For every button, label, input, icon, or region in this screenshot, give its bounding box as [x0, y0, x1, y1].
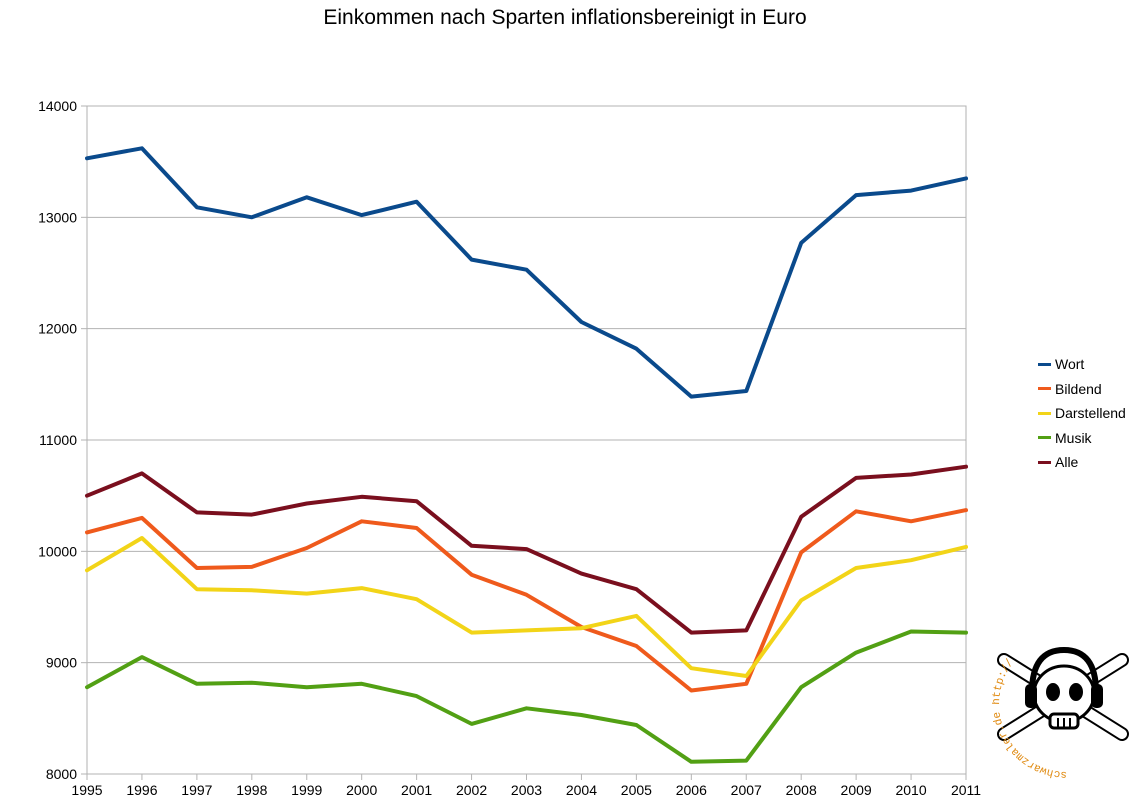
legend-label: Wort: [1055, 356, 1085, 373]
legend-swatch: [1038, 362, 1051, 366]
legend-swatch: [1038, 387, 1051, 391]
legend-swatch: [1038, 436, 1051, 440]
x-tick-label: 1995: [71, 782, 102, 798]
x-tick-label: 1999: [291, 782, 322, 798]
chart-title: Einkommen nach Sparten inflationsbereini…: [323, 6, 807, 29]
y-tick-label: 9000: [46, 655, 77, 671]
series-line-musik: [85, 629, 968, 764]
legend-label: Bildend: [1055, 380, 1102, 397]
x-tick-label: 2000: [346, 782, 377, 798]
x-tick-label: 2010: [895, 782, 926, 798]
legend-item-bildend: Bildend: [1038, 377, 1126, 402]
x-tick-label: 2001: [401, 782, 432, 798]
x-tick-label: 1997: [181, 782, 212, 798]
legend-item-wort: Wort: [1038, 352, 1126, 377]
x-tick-label: 2008: [786, 782, 817, 798]
x-tick-label: 2003: [511, 782, 542, 798]
x-tick-label: 2009: [841, 782, 872, 798]
x-tick-label: 2011: [951, 782, 981, 798]
legend-label: Alle: [1055, 454, 1079, 471]
series-line-alle: [85, 464, 968, 635]
x-tick-label: 2004: [566, 782, 597, 798]
y-tick-label: 8000: [46, 766, 77, 782]
series-line-bildend: [85, 508, 968, 693]
x-tick-label: 1996: [126, 782, 157, 798]
legend-swatch: [1038, 411, 1051, 415]
x-tick-label: 2006: [676, 782, 707, 798]
series-line-wort: [85, 146, 968, 399]
x-tick-label: 2005: [621, 782, 652, 798]
legend-item-musik: Musik: [1038, 426, 1126, 451]
legend-item-alle: Alle: [1038, 450, 1126, 475]
legend-label: Musik: [1055, 429, 1092, 446]
x-tick-label: 2002: [456, 782, 487, 798]
y-tick-label: 10000: [38, 543, 77, 559]
y-tick-label: 11000: [39, 432, 77, 448]
y-tick-label: 12000: [38, 321, 77, 337]
x-tick-label: 2007: [731, 782, 762, 798]
skull-headphones-logo: schwarzmaler.de http://: [992, 646, 1129, 780]
x-tick-label: 1998: [236, 782, 267, 798]
y-tick-label: 13000: [38, 209, 77, 225]
y-tick-label: 14000: [38, 98, 77, 114]
chart-legend: Wort Bildend Darstellend Musik Alle: [1038, 352, 1126, 475]
series-line-darstellend: [85, 536, 968, 678]
legend-label: Darstellend: [1055, 405, 1126, 422]
legend-item-darstellend: Darstellend: [1038, 401, 1126, 426]
legend-swatch: [1038, 460, 1051, 464]
